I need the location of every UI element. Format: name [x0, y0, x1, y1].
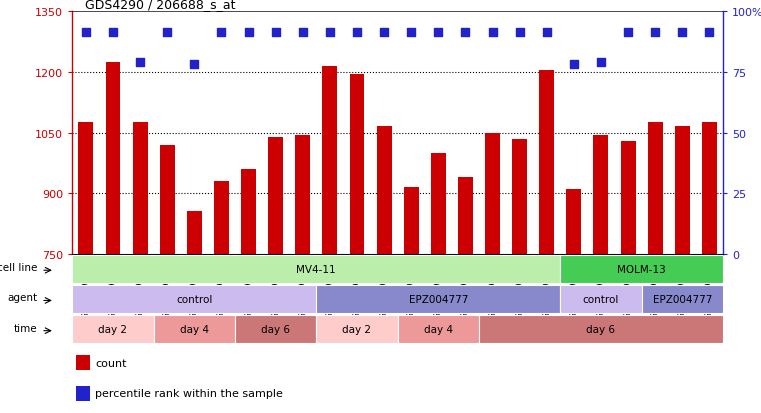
Point: [514, 29, 526, 36]
Bar: [154, 316, 235, 343]
Bar: [72, 255, 560, 283]
Text: MOLM-13: MOLM-13: [617, 264, 666, 274]
Point: [134, 59, 146, 66]
Bar: [160, 145, 174, 254]
Bar: [702, 123, 717, 254]
Bar: [397, 316, 479, 343]
Bar: [566, 190, 581, 254]
Bar: [431, 153, 446, 254]
Bar: [349, 75, 365, 254]
Point: [297, 29, 309, 36]
Point: [243, 29, 255, 36]
Point: [323, 29, 336, 36]
Point: [405, 29, 417, 36]
Point: [649, 29, 661, 36]
Text: day 2: day 2: [342, 324, 371, 335]
Text: count: count: [95, 358, 126, 368]
Bar: [648, 123, 663, 254]
Text: day 4: day 4: [424, 324, 453, 335]
Bar: [642, 285, 723, 313]
Point: [378, 29, 390, 36]
Point: [568, 62, 580, 68]
Bar: [377, 127, 391, 254]
Point: [432, 29, 444, 36]
Point: [486, 29, 498, 36]
Bar: [241, 169, 256, 254]
Bar: [485, 133, 500, 254]
Bar: [214, 182, 229, 254]
Bar: [106, 63, 120, 254]
Bar: [187, 212, 202, 254]
Bar: [540, 71, 554, 254]
Bar: [72, 316, 154, 343]
Bar: [594, 135, 608, 254]
Bar: [317, 285, 560, 313]
Bar: [512, 139, 527, 254]
Point: [161, 29, 174, 36]
Bar: [323, 67, 337, 254]
Bar: [479, 316, 723, 343]
Bar: [132, 123, 148, 254]
Point: [622, 29, 634, 36]
Text: cell line: cell line: [0, 263, 38, 273]
Text: EPZ004777: EPZ004777: [409, 294, 468, 304]
Point: [703, 29, 715, 36]
Text: percentile rank within the sample: percentile rank within the sample: [95, 388, 283, 398]
Point: [351, 29, 363, 36]
Bar: [458, 178, 473, 254]
Text: control: control: [176, 294, 212, 304]
Text: control: control: [583, 294, 619, 304]
Bar: [295, 135, 310, 254]
Point: [677, 29, 689, 36]
Text: day 2: day 2: [98, 324, 127, 335]
Text: time: time: [14, 323, 38, 333]
Text: MV4-11: MV4-11: [297, 264, 336, 274]
Text: day 6: day 6: [261, 324, 290, 335]
Bar: [76, 356, 90, 370]
Point: [460, 29, 472, 36]
Point: [215, 29, 228, 36]
Point: [269, 29, 282, 36]
Point: [595, 59, 607, 66]
Bar: [78, 123, 94, 254]
Bar: [76, 386, 90, 401]
Bar: [72, 285, 317, 313]
Text: day 6: day 6: [587, 324, 616, 335]
Text: agent: agent: [8, 293, 38, 303]
Text: GDS4290 / 206688_s_at: GDS4290 / 206688_s_at: [85, 0, 236, 11]
Text: day 4: day 4: [180, 324, 209, 335]
Text: EPZ004777: EPZ004777: [653, 294, 712, 304]
Bar: [560, 285, 642, 313]
Point: [107, 29, 119, 36]
Bar: [235, 316, 317, 343]
Bar: [560, 255, 723, 283]
Point: [188, 62, 200, 68]
Bar: [621, 141, 635, 254]
Bar: [675, 127, 689, 254]
Point: [80, 29, 92, 36]
Bar: [268, 137, 283, 254]
Bar: [404, 188, 419, 254]
Point: [540, 29, 552, 36]
Bar: [317, 316, 397, 343]
